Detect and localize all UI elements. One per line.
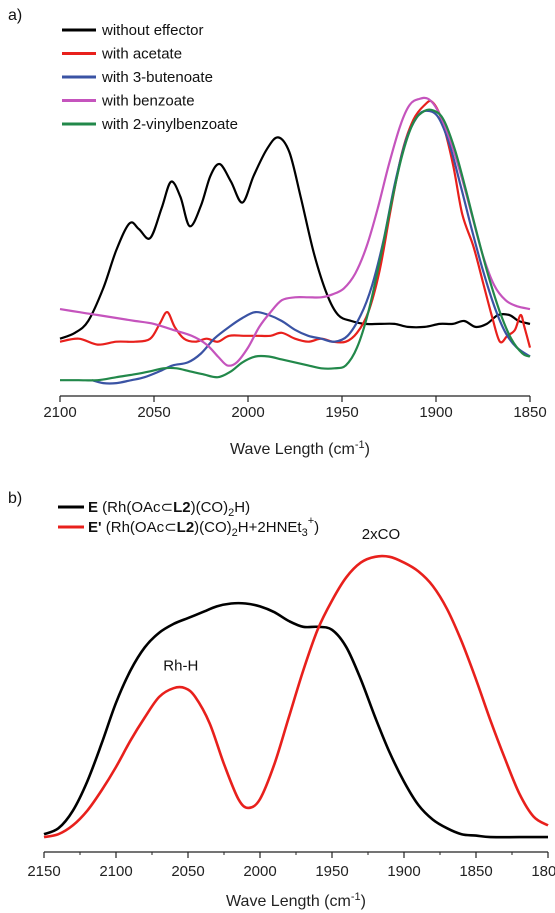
series-line-b-0: [43, 601, 548, 839]
legend-label: without effector: [101, 22, 203, 39]
panel-a-series: [59, 96, 532, 385]
panel-a-x-axis-title: Wave Length (cm-1): [230, 439, 370, 458]
panel-a: a) 2100 2050 2000 1950 1900 1850 Wave Length …: [8, 7, 547, 458]
x-tick-label: 1950: [325, 404, 358, 421]
x-tick-label: 2050: [171, 863, 204, 880]
legend-label: with acetate: [101, 46, 182, 63]
series-line-b-1: [43, 554, 549, 839]
panel-b-annotations: Rh-H 2xCO: [163, 526, 400, 674]
x-tick-label: 2150: [27, 863, 60, 880]
legend-label: E' (Rh(OAc⊂L2)(CO)2H+2HNEt3+): [88, 515, 319, 539]
x-tick-label: 1900: [387, 863, 420, 880]
series-line-a-1: [59, 99, 532, 348]
legend-label: with benzoate: [101, 93, 195, 110]
x-tick-label: 1800: [531, 863, 555, 880]
panel-b-label: b): [8, 490, 22, 507]
panel-a-ticks: 2100 2050 2000 1950 1900 1850: [43, 396, 547, 421]
panel-b-series: [43, 554, 549, 839]
series-line-a-3: [59, 96, 531, 367]
panel-b: b) 2150 2100 2050 2000 1950 1900 1850 1800 Wave…: [8, 490, 555, 910]
series-line-a-2: [91, 109, 531, 385]
panel-a-legend: without effector with acetate with 3-buten…: [62, 22, 238, 133]
x-tick-label: 1850: [513, 404, 546, 421]
x-tick-label: 1850: [459, 863, 492, 880]
x-tick-label: 2000: [243, 863, 276, 880]
legend-label: with 2-vinylbenzoate: [101, 116, 238, 133]
x-tick-label: 1950: [315, 863, 348, 880]
x-tick-label: 2050: [137, 404, 170, 421]
x-tick-label: 1900: [419, 404, 452, 421]
legend-label: with 3-butenoate: [101, 69, 213, 86]
x-tick-label: 2100: [99, 863, 132, 880]
annotation-label: Rh-H: [163, 658, 198, 675]
x-tick-label: 2000: [231, 404, 264, 421]
legend-label: E (Rh(OAc⊂L2)(CO)2H): [88, 499, 250, 519]
annotation-label: 2xCO: [362, 526, 400, 543]
series-line-a-0: [59, 136, 531, 340]
panel-b-legend: E (Rh(OAc⊂L2)(CO)2H)E' (Rh(OAc⊂L2)(CO)2H…: [58, 499, 319, 539]
panel-b-x-axis-title: Wave Length (cm-1): [226, 891, 366, 910]
panel-a-label: a): [8, 7, 22, 24]
panel-b-ticks: 2150 2100 2050 2000 1950 1900 1850 1800: [27, 852, 555, 880]
x-tick-label: 2100: [43, 404, 76, 421]
series-line-a-4: [60, 108, 531, 382]
